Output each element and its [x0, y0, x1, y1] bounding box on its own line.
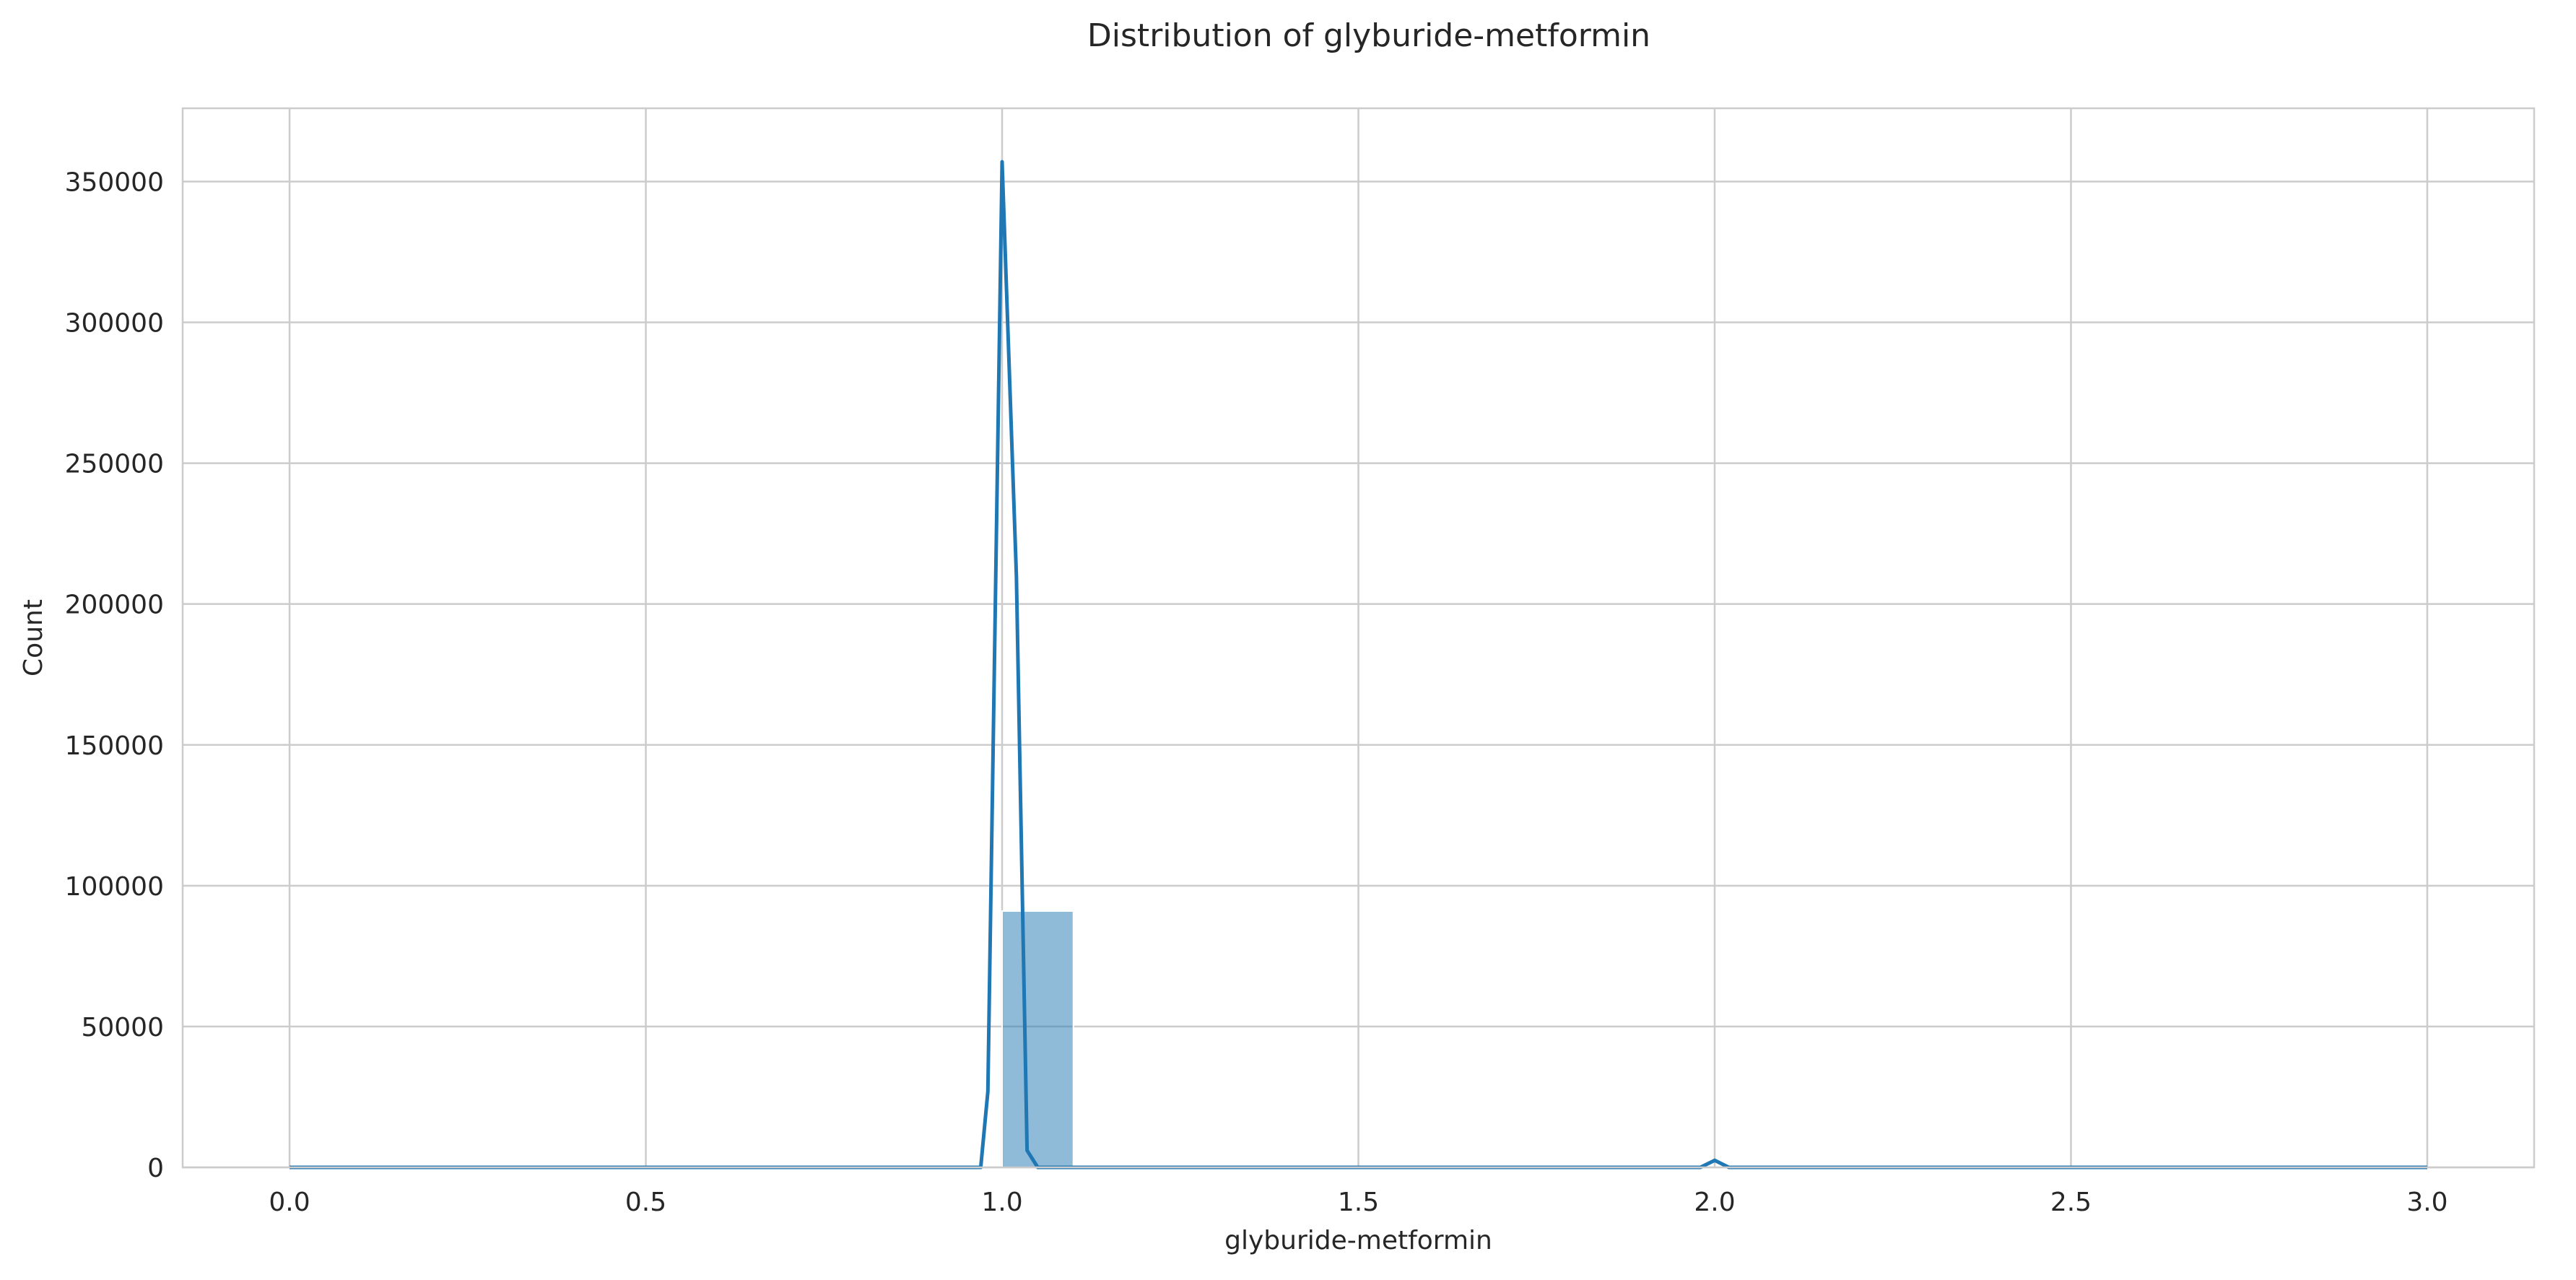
x-axis-label: glyburide-metformin: [1224, 1226, 1492, 1255]
x-tick-label: 1.5: [1338, 1188, 1379, 1217]
histogram-bars: [1001, 910, 1074, 1169]
x-tick-label: 1.0: [981, 1188, 1022, 1217]
x-tick-label: 0.0: [269, 1188, 310, 1217]
x-tick-label: 2.5: [2050, 1188, 2092, 1217]
x-tick-labels: 0.0 0.5 1.0 1.5 2.0 2.5 3.0: [269, 1188, 2447, 1217]
y-tick-label: 50000: [81, 1013, 164, 1042]
y-tick-label: 300000: [65, 309, 164, 339]
y-tick-label: 350000: [65, 167, 164, 197]
x-tick-label: 2.0: [1694, 1188, 1735, 1217]
y-tick-labels: 0 50000 100000 150000 200000 250000 300000 3500…: [65, 167, 164, 1183]
y-tick-label: 0: [147, 1154, 164, 1183]
plot-frame: [181, 107, 2536, 1169]
y-tick-label: 150000: [65, 731, 164, 761]
y-tick-label: 200000: [65, 591, 164, 620]
y-axis-label: Count: [19, 599, 48, 676]
y-tick-label: 100000: [65, 872, 164, 902]
x-tick-label: 0.5: [625, 1188, 666, 1217]
x-tick-label: 3.0: [2406, 1188, 2447, 1217]
histogram-bar: [1001, 910, 1074, 1169]
y-tick-label: 250000: [65, 450, 164, 479]
chart-title: Distribution of glyburide-metformin: [1087, 17, 1650, 54]
